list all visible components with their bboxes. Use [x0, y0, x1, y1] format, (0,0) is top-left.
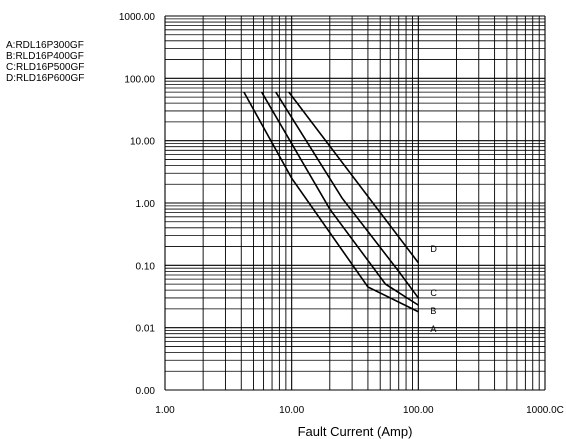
series-label-c: C — [430, 288, 437, 298]
legend-entry-b: B:RLD16P400GF — [6, 51, 84, 62]
x-tick-label: 10.00 — [279, 405, 304, 416]
y-tick-label: 0.01 — [136, 324, 156, 335]
series-label-d: D — [430, 244, 437, 254]
y-tick-label: 0.00 — [136, 386, 156, 397]
legend-entry-d: D:RLD16P600GF — [6, 73, 85, 84]
y-tick-label: 10.00 — [130, 137, 155, 148]
series-line-c — [275, 91, 419, 299]
legend-entry-a: A:RDL16P300GF — [6, 40, 84, 51]
grid — [164, 15, 546, 391]
x-tick-label: 100.00 — [403, 405, 434, 416]
y-tick-label: 1000.00 — [119, 12, 156, 23]
series-line-b — [261, 91, 419, 306]
y-tick-label: 0.10 — [136, 261, 156, 272]
series-line-d — [288, 91, 419, 264]
series-lines: ABC D — [243, 91, 437, 334]
x-tick-label: 1000.0C — [526, 405, 564, 416]
series-label-b: B — [430, 306, 436, 316]
series-line-a — [243, 91, 419, 313]
chart-legend: A:RDL16P300GF B:RLD16P400GF C:RLD16P500G… — [6, 40, 84, 84]
x-tick-label: 1.00 — [155, 405, 175, 416]
y-tick-label: 1.00 — [136, 199, 156, 210]
y-tick-label: 100.00 — [124, 74, 155, 85]
x-axis-label: Fault Current (Amp) — [298, 424, 413, 439]
legend-entry-c: C:RLD16P500GF — [6, 62, 85, 73]
tick-labels: 0.00 0.01 0.10 1.00 10.00 100.00 1000.00 1.00 10… — [119, 12, 564, 416]
series-label-a: A — [430, 324, 436, 334]
